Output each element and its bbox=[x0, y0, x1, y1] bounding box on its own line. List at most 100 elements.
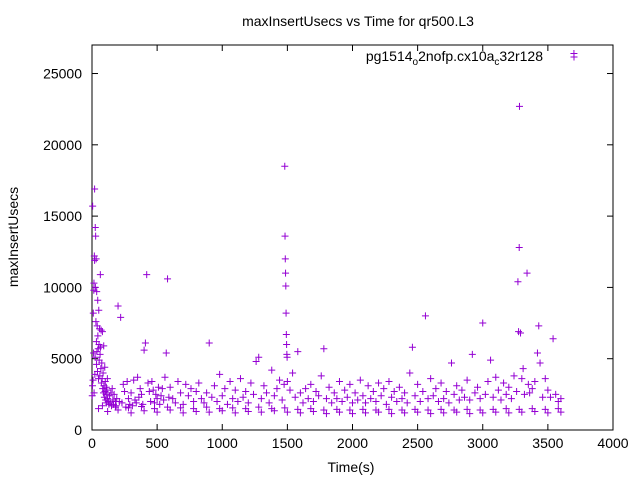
data-point bbox=[161, 373, 169, 381]
data-point bbox=[92, 255, 100, 263]
data-point bbox=[510, 372, 518, 380]
data-point bbox=[484, 378, 492, 386]
data-point bbox=[429, 392, 437, 400]
data-point bbox=[263, 389, 271, 397]
data-point bbox=[117, 313, 125, 321]
data-point bbox=[136, 385, 144, 393]
data-point bbox=[90, 349, 98, 357]
data-point bbox=[157, 392, 165, 400]
data-point bbox=[427, 375, 435, 383]
data-point bbox=[164, 275, 172, 283]
data-point bbox=[247, 379, 255, 387]
data-point bbox=[257, 395, 265, 403]
data-point bbox=[234, 397, 242, 405]
data-point bbox=[364, 382, 372, 390]
data-point bbox=[283, 378, 291, 386]
data-point bbox=[221, 385, 229, 393]
data-point bbox=[351, 389, 359, 397]
data-point bbox=[539, 393, 547, 401]
data-point bbox=[375, 379, 383, 387]
data-point bbox=[205, 339, 213, 347]
data-point bbox=[544, 386, 552, 394]
data-point bbox=[372, 406, 380, 414]
data-point bbox=[476, 395, 484, 403]
data-point bbox=[89, 309, 97, 317]
data-point bbox=[408, 343, 416, 351]
data-point bbox=[515, 102, 523, 110]
data-point bbox=[158, 385, 166, 393]
data-point bbox=[528, 405, 536, 413]
data-point bbox=[502, 390, 510, 398]
data-point bbox=[89, 382, 97, 390]
data-point bbox=[281, 162, 289, 170]
data-point bbox=[124, 404, 132, 412]
data-point bbox=[494, 386, 502, 394]
data-point bbox=[411, 405, 419, 413]
data-point bbox=[121, 388, 129, 395]
axis-ticks: 0 500 1000 1500 2000 2500 3000 3500 4000 0 5000 100… bbox=[43, 45, 629, 451]
data-point bbox=[487, 356, 495, 364]
data-point bbox=[398, 406, 406, 414]
data-point bbox=[489, 393, 497, 401]
data-point bbox=[132, 399, 140, 407]
data-point bbox=[98, 402, 106, 410]
data-point bbox=[106, 392, 114, 400]
data-point bbox=[513, 388, 521, 395]
data-point bbox=[401, 389, 409, 397]
data-point bbox=[242, 405, 250, 413]
data-point bbox=[416, 397, 424, 405]
data-point bbox=[312, 388, 320, 395]
data-point bbox=[453, 382, 461, 390]
data-point bbox=[90, 286, 98, 294]
data-point bbox=[471, 389, 479, 397]
data-point bbox=[419, 388, 427, 395]
y-tick-label: 20000 bbox=[43, 137, 82, 153]
data-point bbox=[304, 395, 312, 403]
y-tick-label: 5000 bbox=[51, 351, 82, 367]
legend-subscript: c bbox=[494, 57, 499, 68]
data-point bbox=[177, 389, 185, 397]
data-point bbox=[95, 340, 103, 348]
data-point bbox=[341, 386, 349, 394]
legend-subscript: o bbox=[413, 57, 419, 68]
data-point bbox=[110, 390, 118, 398]
data-point bbox=[523, 269, 531, 277]
legend-marker bbox=[570, 53, 578, 61]
data-point bbox=[302, 385, 310, 393]
data-point bbox=[166, 383, 174, 391]
data-point bbox=[213, 397, 221, 405]
data-point bbox=[93, 288, 101, 296]
data-point bbox=[289, 369, 297, 377]
x-tick-label: 2500 bbox=[402, 435, 433, 451]
data-point bbox=[164, 403, 172, 411]
data-point bbox=[466, 410, 474, 418]
data-point bbox=[96, 325, 104, 333]
data-point bbox=[535, 322, 543, 330]
data-point bbox=[382, 400, 390, 408]
legend-text-part: pg1514 bbox=[366, 48, 413, 64]
data-points bbox=[88, 50, 578, 418]
data-point bbox=[526, 389, 534, 397]
data-point bbox=[315, 392, 323, 400]
data-point bbox=[140, 407, 148, 415]
data-point bbox=[349, 399, 356, 407]
data-point bbox=[203, 403, 211, 411]
data-point bbox=[385, 405, 393, 413]
data-point bbox=[307, 380, 315, 388]
data-point bbox=[369, 388, 377, 395]
data-point bbox=[500, 379, 508, 387]
data-point bbox=[507, 395, 515, 403]
data-point bbox=[450, 406, 458, 414]
data-point bbox=[541, 405, 549, 413]
data-point bbox=[520, 390, 528, 398]
data-point bbox=[514, 278, 522, 286]
data-point bbox=[432, 385, 440, 393]
data-point bbox=[273, 385, 281, 393]
x-tick-label: 2000 bbox=[337, 435, 368, 451]
data-point bbox=[123, 378, 131, 386]
data-point bbox=[282, 330, 290, 338]
data-point bbox=[531, 378, 539, 386]
data-point bbox=[362, 399, 370, 407]
data-point bbox=[96, 350, 104, 358]
data-point bbox=[398, 395, 406, 403]
